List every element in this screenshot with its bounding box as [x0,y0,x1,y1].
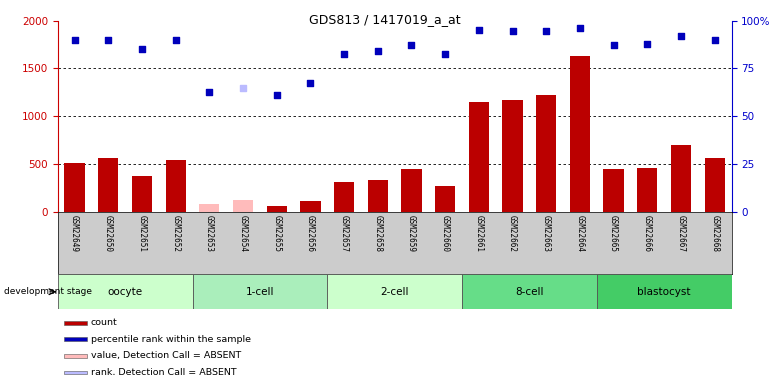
Point [136,46,148,53]
Bar [65,338,87,341]
Bar [637,168,658,212]
Text: GSM22657: GSM22657 [340,215,349,252]
Bar [469,102,489,212]
Text: development stage: development stage [4,287,92,296]
Text: GSM22666: GSM22666 [643,215,651,252]
Point [372,48,384,54]
Bar [233,200,253,212]
Bar [462,274,597,309]
Text: oocyte: oocyte [108,286,142,297]
Point [641,40,654,46]
Text: GSM22652: GSM22652 [171,215,180,252]
Text: 2-cell: 2-cell [380,286,409,297]
Bar [327,274,462,309]
Bar [502,99,523,212]
Point [203,89,216,95]
Text: GSM22664: GSM22664 [575,215,584,252]
Point [574,25,586,31]
Bar [65,354,87,358]
Bar [536,95,556,212]
Bar [266,206,286,212]
Point [608,42,620,48]
Text: GSM22658: GSM22658 [373,215,382,252]
Text: GSM22655: GSM22655 [273,215,281,252]
Text: GSM22653: GSM22653 [205,215,214,252]
Point [169,37,182,43]
Point [507,28,519,34]
Bar [58,274,192,309]
Bar [401,169,421,212]
Text: GSM22650: GSM22650 [104,215,112,252]
Text: GSM22661: GSM22661 [474,215,484,252]
Text: GSM22651: GSM22651 [138,215,146,252]
Point [473,27,485,33]
Bar [132,177,152,212]
Text: rank, Detection Call = ABSENT: rank, Detection Call = ABSENT [91,368,236,375]
Text: GSM22667: GSM22667 [677,215,685,252]
Bar [65,370,87,374]
Text: GSM22654: GSM22654 [239,215,247,252]
Bar [597,274,732,309]
Text: 8-cell: 8-cell [515,286,544,297]
Bar [671,145,691,212]
Text: GSM22662: GSM22662 [508,215,517,252]
Text: blastocyst: blastocyst [638,286,691,297]
Text: GSM22668: GSM22668 [710,215,719,252]
Bar [65,163,85,212]
Bar [300,201,320,212]
Text: GSM22659: GSM22659 [407,215,416,252]
Bar [192,274,327,309]
Text: GSM22663: GSM22663 [542,215,551,252]
Bar [65,321,87,325]
Text: GSM22660: GSM22660 [440,215,450,252]
Point [675,33,687,39]
Point [304,80,316,86]
Point [708,37,721,43]
Bar [435,186,455,212]
Text: percentile rank within the sample: percentile rank within the sample [91,335,251,344]
Text: value, Detection Call = ABSENT: value, Detection Call = ABSENT [91,351,241,360]
Bar [367,180,388,212]
Point [439,51,451,57]
Point [338,51,350,57]
Text: GSM22656: GSM22656 [306,215,315,252]
Bar [570,56,590,212]
Bar [705,158,725,212]
Text: 1-cell: 1-cell [246,286,274,297]
Bar [604,169,624,212]
Bar [166,160,186,212]
Point [270,92,283,98]
Text: GSM22665: GSM22665 [609,215,618,252]
Bar [199,204,219,212]
Point [405,42,417,48]
Point [540,28,552,34]
Text: GDS813 / 1417019_a_at: GDS813 / 1417019_a_at [310,13,460,26]
Bar [99,158,119,212]
Text: GSM22649: GSM22649 [70,215,79,252]
Bar [334,182,354,212]
Point [237,85,249,91]
Point [69,37,81,43]
Point [102,37,115,43]
Text: count: count [91,318,118,327]
